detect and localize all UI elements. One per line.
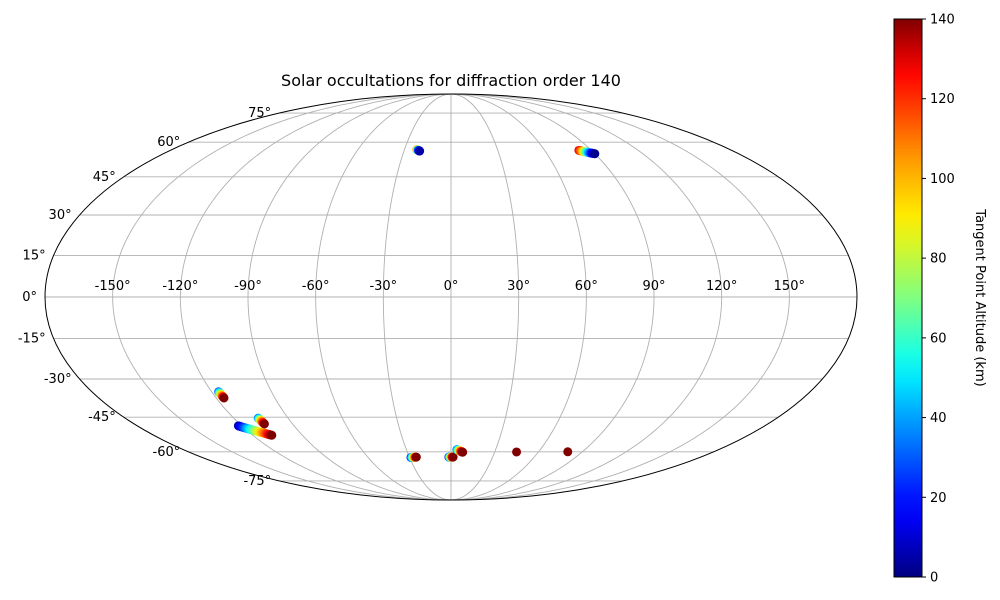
data-point [411,452,421,462]
grid-meridian [179,93,452,501]
colorbar-tick-label: 20 [930,491,947,506]
data-point [219,393,229,403]
lon-tick-label: 30° [507,279,530,294]
lat-tick-label: 15° [23,248,46,263]
grid-meridian [382,93,452,501]
map-grid [45,93,857,501]
colorbar-tick-label: 60 [930,331,947,346]
lat-tick-label: -15° [18,332,46,347]
colorbar-label: Tangent Point Altitude (km) [972,208,987,386]
grid-meridian [315,93,452,501]
grid-meridian [450,93,790,501]
data-point [563,447,573,457]
lon-tick-label: 120° [706,279,737,294]
colorbar-tick-label: 120 [930,92,955,107]
lat-tick-label: 30° [49,208,72,223]
lon-tick-label: 150° [774,279,805,294]
scatter-points [214,145,600,462]
lon-tick-label: -120° [162,279,198,294]
colorbar-ticks: 0 20 40 60 80 100 120 140 [922,13,955,586]
colorbar [893,18,923,578]
lon-tick-label: 60° [575,279,598,294]
colorbar-tick-label: 80 [930,252,947,267]
grid-meridian [450,93,655,501]
grid-meridian [450,93,520,501]
lat-tick-label: -60° [153,445,181,460]
data-point [458,447,468,457]
lat-tick-label: -75° [243,474,271,489]
lat-tick-label: -30° [44,372,72,387]
data-point [415,146,425,156]
colorbar-tick-label: 0 [930,571,938,586]
lon-tick-label: -90° [234,279,262,294]
lat-tick-label: 45° [93,170,116,185]
chart-title: Solar occultations for diffraction order… [281,71,621,90]
colorbar-tick-label: 40 [930,411,947,426]
lon-tick-label: 90° [642,279,665,294]
colorbar-tick-label: 100 [930,172,955,187]
grid-meridian [450,93,587,501]
grid-meridian [112,93,452,501]
data-point [259,419,269,429]
lon-tick-label: -60° [302,279,330,294]
grid-meridian [247,93,452,501]
latitude-tick-labels: -75° -60° -45° -30° -15° 0° 15° 30° 45° 60° 75° [18,106,271,489]
lat-tick-label: 0° [22,290,37,305]
longitude-tick-labels: -150° -120° -90° -60° -30° 0° 30° 60° 90° 120° 150… [95,279,805,294]
lon-tick-label: 0° [444,279,459,294]
lat-tick-label: 60° [157,135,180,150]
lat-tick-label: -45° [88,410,116,425]
lon-tick-label: -150° [95,279,131,294]
colorbar-tick-label: 140 [930,13,955,28]
data-point [590,149,600,159]
grid-meridian [450,93,723,501]
data-point [267,430,277,440]
lon-tick-label: -30° [369,279,397,294]
data-point [512,447,522,457]
map-frame [44,93,858,501]
data-point [448,452,458,462]
lat-tick-label: 75° [248,106,271,121]
